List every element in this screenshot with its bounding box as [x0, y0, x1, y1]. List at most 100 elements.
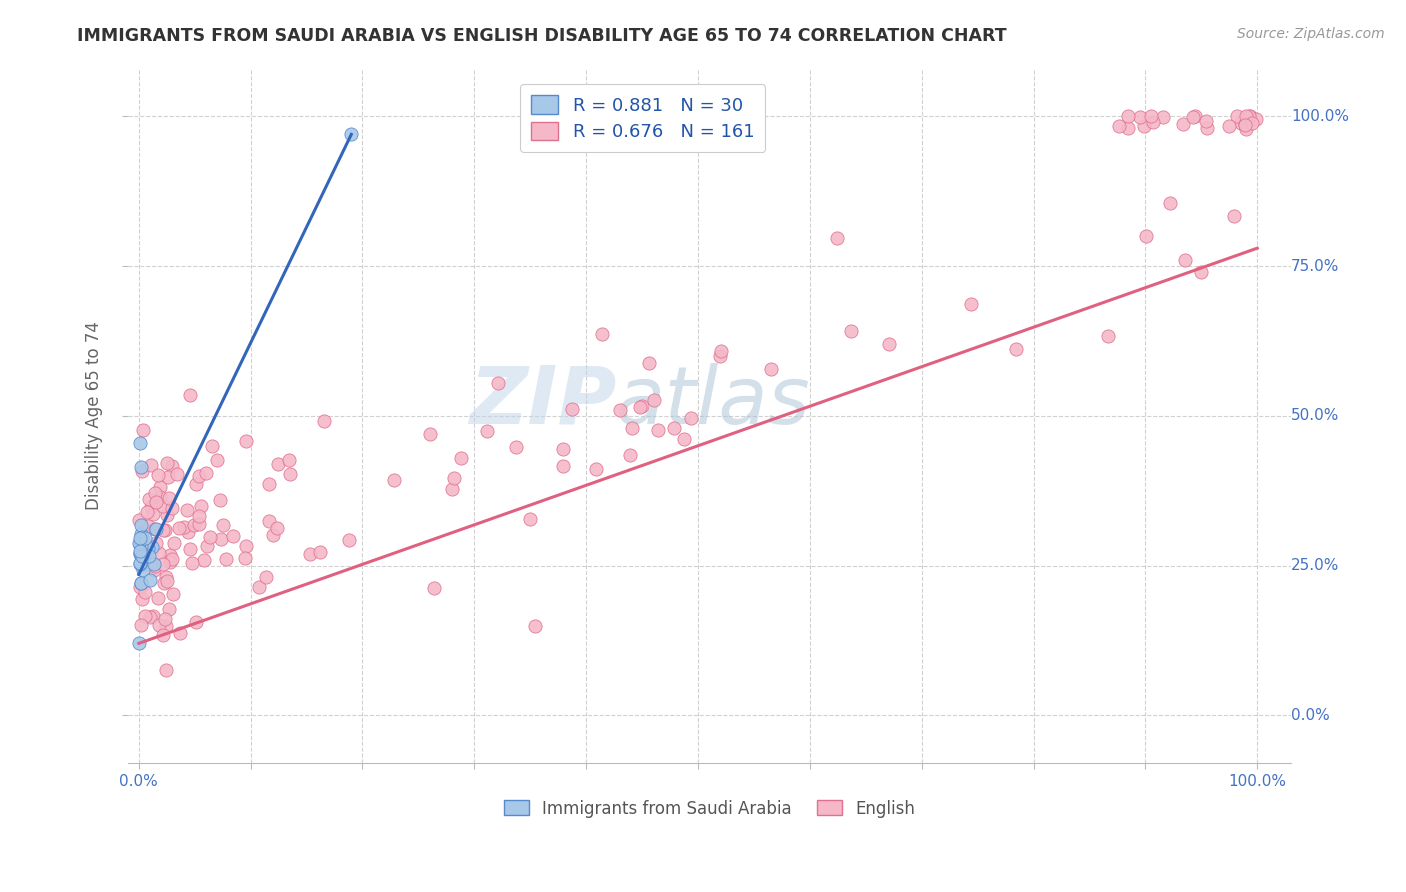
Point: [181, 556, 204, 570]
Point: [156, 508, 179, 522]
Point: [134, 608, 156, 623]
Point: [149, 480, 172, 494]
Point: [188, 468, 211, 483]
Point: [183, 518, 205, 533]
Point: [309, 545, 332, 559]
Point: [710, 344, 733, 359]
Point: [643, 392, 665, 407]
Point: [155, 619, 177, 633]
Text: IMMIGRANTS FROM SAUDI ARABIA VS ENGLISH DISABILITY AGE 65 TO 74 CORRELATION CHAR: IMMIGRANTS FROM SAUDI ARABIA VS ENGLISH …: [77, 27, 1007, 45]
Point: [138, 491, 160, 506]
Point: [1133, 119, 1156, 133]
Point: [143, 522, 166, 536]
Point: [233, 551, 256, 566]
Point: [139, 458, 162, 472]
Point: [215, 552, 238, 566]
Point: [647, 423, 669, 437]
Point: [631, 399, 654, 413]
Point: [129, 526, 152, 541]
Point: [1223, 209, 1246, 223]
Point: [1129, 110, 1152, 124]
Point: [475, 424, 498, 438]
Point: [145, 522, 167, 536]
Point: [1116, 110, 1139, 124]
Point: [247, 581, 270, 595]
Point: [160, 459, 183, 474]
Point: [152, 557, 174, 571]
Point: [201, 439, 224, 453]
Point: [134, 548, 156, 562]
Point: [628, 401, 651, 415]
Point: [179, 541, 201, 556]
Point: [1195, 114, 1218, 128]
Point: [585, 461, 607, 475]
Point: [257, 477, 280, 491]
Point: [209, 532, 232, 546]
Point: [128, 636, 150, 650]
Point: [129, 558, 152, 572]
Point: [441, 482, 464, 496]
Point: [257, 514, 280, 528]
Point: [160, 501, 183, 516]
Point: [129, 435, 152, 450]
Point: [1181, 111, 1204, 125]
Point: [877, 336, 900, 351]
Point: [193, 553, 215, 567]
Point: [167, 521, 190, 535]
Point: [1152, 111, 1174, 125]
Point: [312, 414, 335, 428]
Point: [131, 465, 153, 479]
Point: [162, 587, 184, 601]
Text: Source: ZipAtlas.com: Source: ZipAtlas.com: [1237, 27, 1385, 41]
Text: 50.0%: 50.0%: [1291, 409, 1339, 424]
Point: [131, 592, 153, 607]
Point: [1184, 110, 1206, 124]
Point: [129, 546, 152, 560]
Point: [523, 618, 546, 632]
Point: [254, 570, 277, 584]
Point: [267, 457, 290, 471]
Point: [1225, 110, 1247, 124]
Legend: Immigrants from Saudi Arabia, English: Immigrants from Saudi Arabia, English: [496, 793, 921, 824]
Point: [1197, 120, 1219, 135]
Point: [138, 541, 160, 556]
Point: [825, 231, 848, 245]
Point: [609, 402, 631, 417]
Point: [198, 530, 221, 544]
Point: [450, 450, 472, 465]
Point: [129, 459, 152, 474]
Point: [1234, 121, 1257, 136]
Point: [132, 423, 155, 437]
Point: [156, 470, 179, 484]
Point: [1140, 110, 1163, 124]
Point: [155, 570, 177, 584]
Point: [129, 543, 152, 558]
Point: [1240, 116, 1263, 130]
Point: [619, 449, 641, 463]
Point: [486, 376, 509, 390]
Point: [128, 513, 150, 527]
Point: [143, 486, 166, 500]
Point: [152, 500, 174, 514]
Point: [128, 536, 150, 550]
Point: [152, 575, 174, 590]
Point: [152, 523, 174, 537]
Point: [709, 349, 731, 363]
Point: [153, 524, 176, 538]
Point: [131, 576, 153, 591]
Point: [1116, 120, 1139, 135]
Point: [209, 493, 232, 508]
Point: [1108, 119, 1130, 133]
Point: [207, 453, 229, 467]
Point: [194, 466, 217, 480]
Point: [146, 467, 169, 482]
Point: [1135, 228, 1157, 243]
Point: [1234, 119, 1257, 133]
Point: [163, 536, 186, 550]
Point: [129, 531, 152, 545]
Point: [173, 520, 195, 534]
Point: [1097, 329, 1119, 343]
Point: [553, 458, 575, 473]
Point: [155, 456, 177, 470]
Point: [160, 551, 183, 566]
